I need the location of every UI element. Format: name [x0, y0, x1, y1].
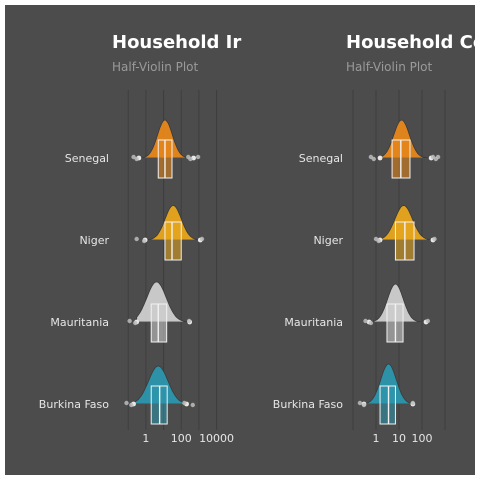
chart-title-1: Household Ir [112, 32, 241, 53]
violin-senegal [138, 119, 194, 159]
category-label-senegal: Senegal [299, 152, 343, 165]
x-tick-label: 1 [373, 432, 380, 445]
panel-1: Household Ir Half-Violin Plot 1 100 10000 S… [39, 32, 242, 445]
violin-mauritania [368, 283, 427, 323]
outlier-point [435, 154, 441, 160]
category-label-niger: Niger [79, 234, 109, 247]
category-label-senegal: Senegal [65, 152, 109, 165]
outlier-point [131, 154, 136, 160]
outlier-point [127, 318, 132, 324]
whisker-end-point [377, 155, 383, 161]
outlier-point [129, 402, 134, 408]
x-tick-label: 10 [392, 432, 406, 445]
outlier-point [425, 318, 431, 324]
category-label-burkina-faso: Burkina Faso [39, 398, 109, 411]
outlier-point [195, 154, 201, 160]
category-label-niger: Niger [313, 234, 343, 247]
outlier-point [186, 318, 192, 324]
outlier-point [133, 320, 138, 326]
x-tick-label: 10000 [199, 432, 234, 445]
outlier-point [134, 236, 139, 242]
outlier-point [182, 400, 187, 406]
x-tick-label: 100 [412, 432, 433, 445]
outlier-point [357, 400, 363, 406]
outlier-point [371, 156, 376, 162]
outlier-point [363, 318, 368, 324]
x-tick-label: 100 [171, 432, 192, 445]
outlier-point [432, 236, 437, 242]
category-label-mauritania: Mauritania [50, 316, 109, 329]
outlier-point [410, 400, 416, 406]
category-label-burkina-faso: Burkina Faso [273, 398, 343, 411]
panel-2: Household Co Half-Violin Plot 1 10 100 Sene… [273, 32, 475, 445]
outlier-point [141, 238, 147, 244]
outlier-point [190, 402, 195, 408]
half-violin-plots: Household Ir Half-Violin Plot 1 100 10000 S… [39, 32, 475, 445]
outlier-point [188, 156, 193, 162]
category-label-mauritania: Mauritania [284, 316, 343, 329]
outlier-point [361, 402, 367, 408]
plot-frame: Household Ir Half-Violin Plot 1 100 10000 S… [5, 5, 475, 475]
violin-mauritania [136, 281, 191, 323]
outlier-point [376, 238, 381, 244]
chart-subtitle-1: Half-Violin Plot [112, 60, 199, 74]
x-tick-label: 1 [142, 432, 149, 445]
violin-burkina-faso [133, 365, 187, 405]
iqr-box-niger [164, 221, 182, 261]
chart-subtitle-2: Half-Violin Plot [346, 60, 433, 74]
outlier-point [368, 320, 374, 326]
chart-title-2: Household Co [346, 32, 475, 53]
violin-burkina-faso [363, 363, 414, 405]
outlier-point [134, 156, 139, 162]
outlier-point [199, 236, 205, 242]
iqr-box-burkina-faso [379, 385, 396, 425]
outlier-point [124, 400, 129, 406]
